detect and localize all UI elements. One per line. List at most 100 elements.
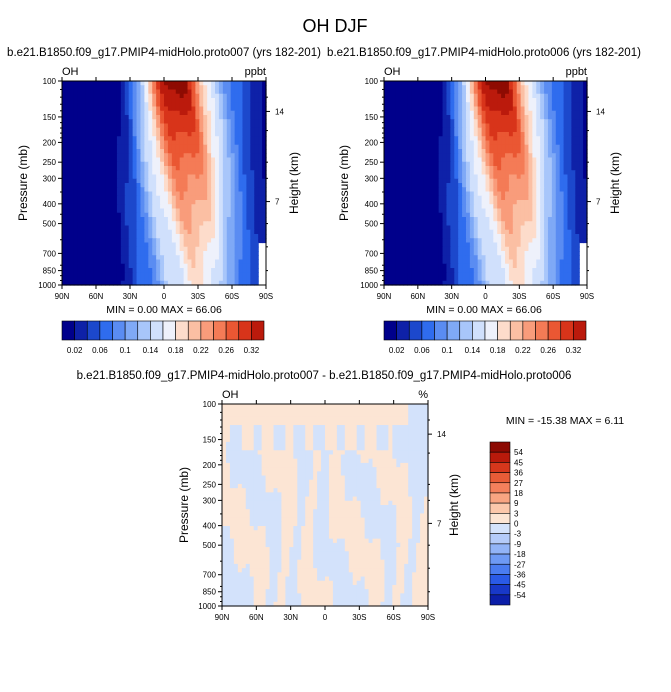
contour-cell	[536, 127, 541, 133]
contour-cell	[124, 174, 130, 180]
contour-cell	[175, 263, 181, 269]
contour-cell	[387, 81, 393, 86]
contour-cell	[156, 195, 161, 201]
contour-cell	[411, 195, 416, 201]
contour-cell	[85, 208, 91, 214]
contour-cell	[465, 98, 471, 103]
contour-cell	[156, 183, 161, 188]
contour-cell	[395, 157, 401, 163]
contour-cell	[238, 132, 244, 137]
contour-cell	[524, 204, 530, 210]
contour-cell	[167, 187, 173, 193]
contour-cell	[419, 178, 424, 184]
contour-cell	[579, 183, 584, 188]
contour-cell	[156, 217, 161, 222]
contour-cell	[101, 259, 106, 265]
contour-cell	[512, 85, 518, 91]
contour-cell	[505, 170, 510, 176]
contour-cell	[203, 153, 208, 159]
contour-cell	[152, 127, 157, 133]
contour-cell	[167, 89, 173, 95]
contour-cell	[559, 170, 565, 176]
contour-cell	[191, 119, 196, 125]
contour-cell	[473, 89, 479, 95]
contour-cell	[505, 153, 510, 159]
contour-cell	[501, 225, 506, 231]
contour-cell	[160, 212, 165, 218]
contour-cell	[465, 161, 471, 167]
contour-cell	[230, 217, 236, 222]
contour-cell	[544, 174, 549, 180]
contour-cell	[493, 170, 498, 176]
contour-cell	[69, 127, 75, 133]
contour-cell	[563, 161, 569, 167]
contour-cell	[415, 127, 420, 133]
contour-cell	[489, 106, 494, 112]
contour-cell	[152, 123, 157, 129]
contour-cell	[583, 191, 588, 197]
contour-cell	[109, 255, 114, 261]
contour-cell	[524, 238, 530, 244]
contour-cell	[532, 229, 537, 235]
contour-cell	[501, 272, 506, 278]
contour-cell	[262, 119, 267, 125]
contour-cell	[65, 140, 71, 146]
contour-cell	[77, 170, 83, 176]
contour-cell	[508, 212, 514, 218]
contour-cell	[438, 251, 444, 256]
contour-cell	[415, 81, 420, 86]
contour-cell	[258, 85, 263, 91]
contour-cell	[458, 157, 463, 163]
contour-cell	[207, 183, 212, 188]
contour-cell	[426, 161, 432, 167]
y-tick-label: 200	[43, 138, 57, 147]
contour-cell	[175, 234, 181, 239]
contour-cell	[391, 246, 397, 252]
contour-cell	[477, 200, 483, 205]
contour-cell	[446, 106, 451, 112]
contour-cell	[438, 166, 444, 171]
contour-cell	[73, 89, 79, 95]
contour-cell	[226, 225, 232, 231]
contour-cell	[493, 208, 498, 214]
contour-cell	[211, 217, 216, 222]
contour-cell	[485, 140, 490, 146]
contour-cell	[191, 183, 196, 188]
contour-cell	[226, 229, 232, 235]
contour-cell	[426, 191, 432, 197]
contour-cell	[403, 132, 409, 137]
contour-cell	[152, 166, 157, 171]
contour-cell	[65, 217, 71, 222]
contour-cell	[254, 81, 259, 86]
contour-cell	[458, 81, 463, 86]
contour-cell	[419, 251, 424, 256]
contour-cell	[183, 174, 189, 180]
contour-cell	[547, 166, 553, 171]
contour-cell	[426, 178, 432, 184]
contour-cell	[160, 255, 165, 261]
contour-cell	[497, 276, 502, 282]
contour-cell	[540, 140, 545, 146]
contour-cell	[250, 174, 255, 180]
contour-cell	[81, 221, 87, 227]
y-tick-label: 400	[43, 200, 57, 209]
contour-cell	[254, 119, 259, 125]
contour-cell	[199, 255, 204, 261]
contour-cell	[97, 161, 102, 167]
contour-cell	[113, 149, 118, 154]
contour-cell	[62, 166, 67, 171]
contour-cell	[508, 81, 514, 86]
contour-cell	[167, 225, 173, 231]
contour-cell	[226, 149, 232, 154]
contour-cell	[113, 251, 118, 256]
contour-cell	[258, 157, 263, 163]
contour-cell	[485, 106, 490, 112]
contour-cell	[207, 149, 212, 154]
contour-cell	[234, 127, 240, 133]
contour-cell	[567, 178, 572, 184]
colorbar-label: 0.14	[143, 346, 159, 355]
contour-cell	[148, 127, 153, 133]
contour-cell	[175, 200, 181, 205]
contour-cell	[434, 93, 440, 99]
contour-cell	[199, 157, 204, 163]
